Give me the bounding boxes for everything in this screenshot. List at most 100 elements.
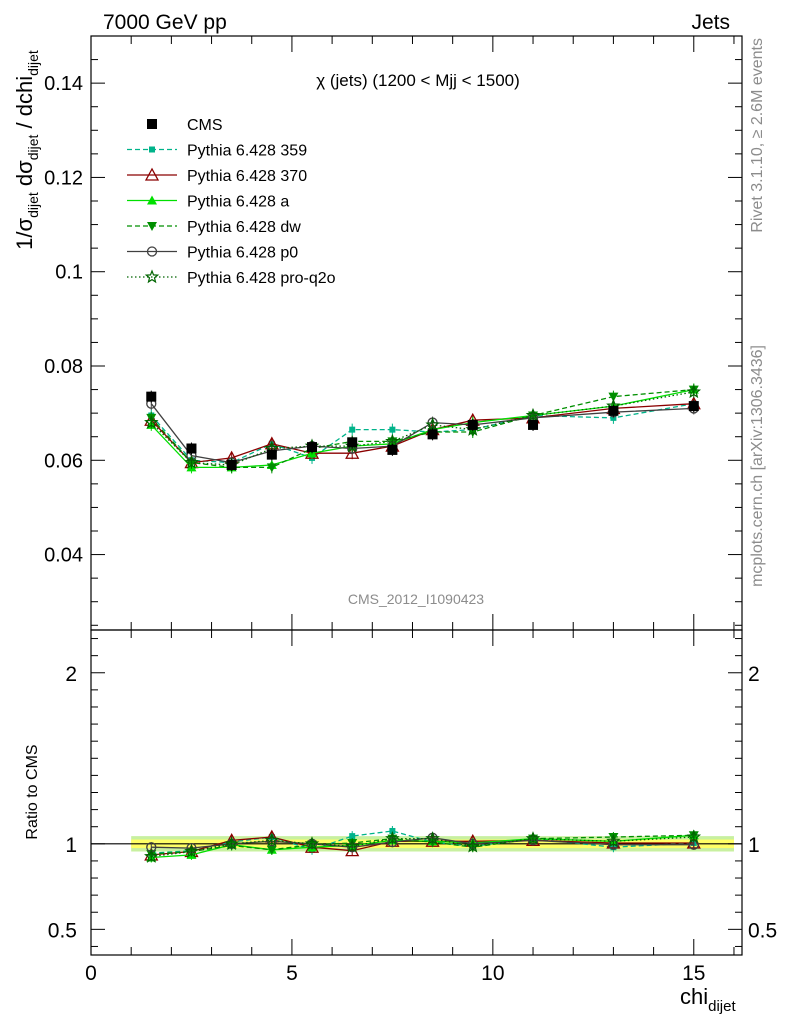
data-point-cms [226, 460, 237, 470]
legend-label: Pythia 6.428 370 [187, 168, 307, 185]
ratio-line-p359 [151, 830, 694, 854]
y-tick-label: 0.06 [44, 450, 83, 472]
ratio-y-tick-label-right: 2 [748, 663, 760, 686]
legend-marker [146, 246, 158, 257]
ratio-point-pq2o [425, 831, 440, 845]
legend-entry-pdw: Pythia 6.428 dw [127, 219, 301, 236]
legend-label: CMS [187, 117, 223, 134]
data-point-cms [186, 443, 197, 454]
series-line-pp0 [150, 403, 694, 464]
chart-title: χ (jets) (1200 < Mjj < 1500) [316, 71, 520, 90]
ratio-series [144, 825, 702, 863]
ratio-point-pq2o [525, 831, 541, 845]
data-point-p370 [345, 445, 360, 459]
data-point-cms [467, 419, 478, 430]
y-tick-label: 0.12 [44, 167, 83, 189]
legend-label: Pythia 6.428 dw [187, 219, 301, 236]
legend-marker [147, 222, 157, 231]
ratio-point-pq2o [264, 832, 280, 847]
legend-entry-pp0: Pythia 6.428 p0 [127, 245, 298, 262]
legend-entry-p359: Pythia 6.428 359 [127, 143, 307, 160]
data-point-cms [266, 449, 277, 460]
x-tick-label: 15 [682, 962, 705, 985]
ratio-frame [90, 629, 743, 956]
ratio-point-pq2o [144, 848, 159, 863]
header-right: Jets [691, 11, 730, 34]
mcplots-label: mcplots.cern.ch [arXiv:1306.3436] [749, 345, 766, 587]
y-tick-label: 0.04 [44, 545, 83, 567]
legend-label: Pythia 6.428 p0 [187, 245, 298, 262]
legend-entry-pa: Pythia 6.428 a [127, 194, 289, 211]
data-point-cms [387, 444, 398, 455]
header-left: 7000 GeV pp [103, 11, 227, 34]
legend-marker [147, 119, 157, 129]
ratio-point-pq2o [606, 833, 621, 848]
ratio-series-pq2o [144, 829, 702, 863]
legend-label: Pythia 6.428 pro-q2o [187, 270, 336, 287]
legend-entry-pq2o: Pythia 6.428 pro-q2o [127, 269, 336, 287]
data-point-p359 [349, 426, 356, 433]
y-label-a-sub: dijet [25, 192, 41, 218]
legend-marker [144, 269, 160, 284]
y-label-c: / dchi [12, 76, 37, 135]
ratio-point-p359 [349, 833, 356, 840]
ratio-y-tick-label-right: 0.5 [748, 919, 777, 942]
ratio-point-pdw [266, 845, 277, 855]
data-point-p359 [389, 426, 396, 433]
data-point-pq2o [184, 454, 199, 469]
legend-label: Pythia 6.428 359 [187, 143, 307, 160]
data-point-pq2o [425, 417, 440, 432]
data-point-cms [688, 401, 699, 412]
legend-entry-cms: CMS [147, 117, 223, 134]
ratio-axis-ticks: 0.5 0.5 1 1 2 2 0 5 10 15 [48, 630, 777, 985]
legend: CMS Pythia 6.428 359 Pythia 6.428 370 Pythi… [127, 117, 336, 287]
rivet-label: Rivet 3.1.10, ≥ 2.6M events [749, 38, 766, 233]
analysis-id: CMS_2012_I1090423 [348, 591, 484, 607]
ratio-y-label: Ratio to CMS [24, 744, 41, 839]
ratio-y-tick-label: 0.5 [48, 919, 77, 942]
x-tick-label: 5 [286, 962, 298, 985]
ratio-point-pq2o [344, 838, 360, 853]
x-tick-label: 0 [85, 962, 97, 985]
data-point-pdw [266, 463, 277, 473]
y-label-b-sub: dijet [25, 134, 41, 160]
ratio-y-tick-label-right: 1 [748, 834, 760, 857]
y-label-b: dσ [12, 160, 37, 192]
data-point-pq2o [144, 414, 159, 429]
y-tick-label: 0.14 [44, 73, 83, 95]
data-point-cms [608, 405, 619, 416]
ratio-line-pdw [151, 834, 694, 855]
data-point-cms [146, 391, 157, 402]
legend-entry-p370: Pythia 6.428 370 [127, 167, 307, 185]
legend-marker [147, 195, 157, 205]
x-tick-label: 10 [481, 962, 504, 985]
main-series [144, 383, 702, 474]
data-point-cms [307, 442, 318, 453]
legend-label: Pythia 6.428 a [187, 194, 289, 211]
x-label-sub: dijet [708, 998, 736, 1015]
ratio-y-tick-label: 1 [65, 834, 77, 857]
data-point-cms [528, 419, 539, 430]
data-point-cms [427, 429, 438, 440]
y-label-a: 1/σ [12, 217, 37, 249]
data-point-pdw [608, 392, 619, 402]
ratio-point-pq2o [224, 836, 239, 851]
series-line-pq2o [150, 391, 694, 466]
main-panel: 0.04 0.06 0.08 0.1 0.12 0.14 χ (jets) (1200 <… [12, 35, 743, 631]
legend-marker [149, 146, 155, 153]
x-axis-label: chidijet [680, 984, 736, 1015]
x-label-main: chi [680, 984, 708, 1009]
data-point-pq2o [686, 384, 702, 399]
ratio-point-pq2o [184, 843, 199, 858]
ratio-point-pq2o [385, 831, 400, 845]
legend-marker [144, 167, 160, 181]
ratio-panel: 0.5 0.5 1 1 2 2 0 5 10 15 Ratio to CMS chidijet [24, 629, 777, 1015]
y-label-c-sub: dijet [25, 50, 41, 76]
ratio-point-pq2o [304, 836, 320, 851]
ratio-line-pp0 [151, 837, 694, 849]
ratio-y-tick-label: 2 [65, 663, 77, 686]
y-tick-label: 0.1 [55, 262, 83, 284]
y-axis-label: 1/σdijet dσdijet / dchidijet [12, 50, 41, 250]
ratio-point-p359 [389, 827, 396, 834]
